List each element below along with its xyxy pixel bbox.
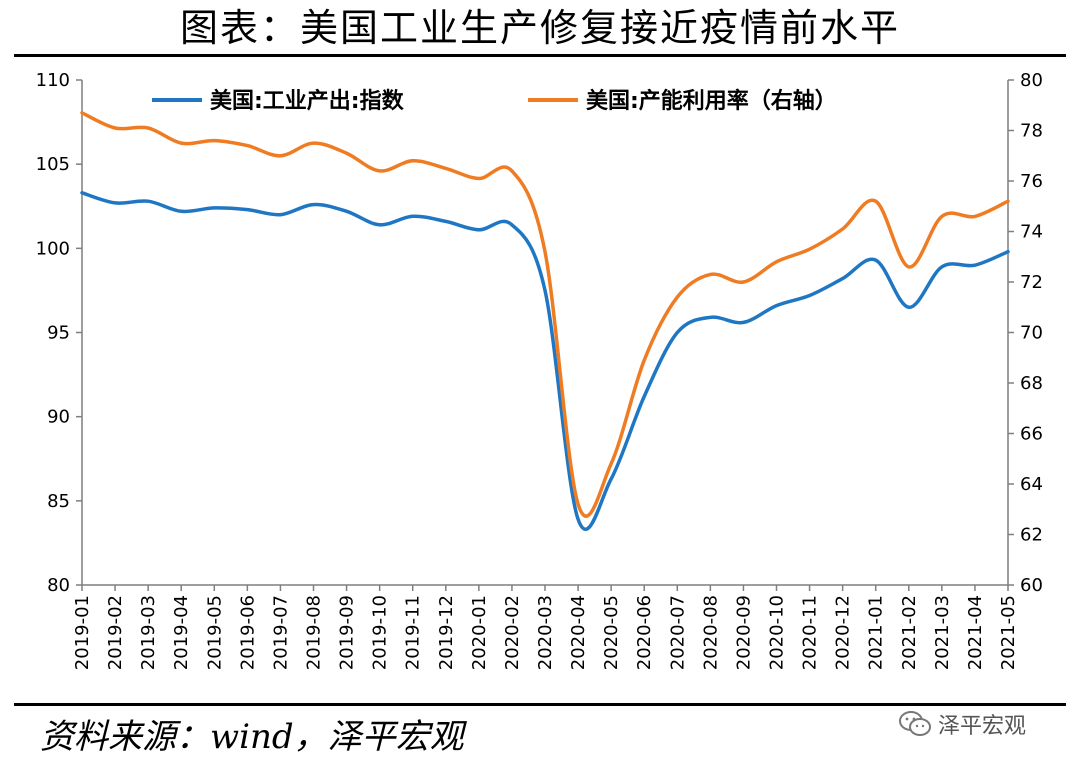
x-tick-label: 2019-12 — [436, 595, 457, 670]
title-rule — [14, 54, 1066, 57]
x-tick-label: 2021-01 — [866, 595, 887, 670]
y-right-tick-label: 80 — [1020, 70, 1043, 91]
y-left-tick-label: 110 — [36, 70, 70, 91]
x-tick-label: 2020-12 — [833, 595, 854, 670]
x-tick-label: 2021-04 — [965, 595, 986, 670]
x-tick-label: 2021-05 — [998, 595, 1019, 670]
x-tick-label: 2020-08 — [700, 595, 721, 670]
x-tick-label: 2020-05 — [601, 595, 622, 670]
x-tick-label: 2019-01 — [72, 595, 93, 670]
legend-label-capacity-utilization: 美国:产能利用率（右轴） — [586, 88, 837, 114]
watermark-text: 泽平宏观 — [938, 714, 1027, 739]
x-tick-label: 2019-09 — [337, 595, 358, 670]
y-right-tick-label: 62 — [1020, 525, 1043, 546]
x-tick-label: 2020-01 — [469, 595, 490, 670]
x-tick-label: 2019-04 — [171, 595, 192, 670]
series-line-capacity-utilization — [80, 111, 1010, 518]
y-left-tick-label: 95 — [47, 323, 70, 344]
x-tick-label: 2020-02 — [502, 595, 523, 670]
y-left-tick-label: 105 — [36, 154, 70, 175]
y-right-tick-label: 66 — [1020, 424, 1043, 445]
chart-title: 图表：美国工业生产修复接近疫情前水平 — [179, 6, 900, 50]
x-tick-label: 2019-08 — [304, 595, 325, 670]
x-tick-label: 2020-06 — [634, 595, 655, 670]
chart-legend: 美国:工业产出:指数 美国:产能利用率（右轴） — [152, 88, 837, 114]
x-tick-label: 2020-03 — [535, 595, 556, 670]
x-tick-label: 2020-07 — [667, 595, 688, 670]
y-left-tick-label: 85 — [47, 491, 70, 512]
x-tick-label: 2019-06 — [237, 595, 258, 670]
x-tick-label: 2020-10 — [767, 595, 788, 670]
wechat-icon — [899, 711, 931, 736]
y-right-tick-label: 64 — [1020, 474, 1043, 495]
y-right-tick-label: 60 — [1020, 575, 1043, 596]
footer-rule — [14, 703, 1066, 706]
x-tick-label: 2019-05 — [204, 595, 225, 670]
legend-label-industrial-output: 美国:工业产出:指数 — [210, 88, 405, 114]
x-tick-label: 2020-09 — [733, 595, 754, 670]
y-right-tick-label: 74 — [1020, 222, 1043, 243]
source-note: 资料来源：wind，泽平宏观 — [40, 717, 464, 757]
chart-series — [80, 111, 1010, 531]
x-tick-label: 2020-04 — [568, 595, 589, 670]
y-left-tick-label: 100 — [36, 238, 70, 259]
y-right-tick-label: 78 — [1020, 121, 1043, 142]
x-tick-label: 2021-03 — [932, 595, 953, 670]
y-left-tick-label: 80 — [47, 575, 70, 596]
x-tick-label: 2020-11 — [800, 595, 821, 670]
chart-axes: 8085909510010511060626466687072747678802… — [36, 70, 1043, 670]
x-tick-label: 2019-02 — [105, 595, 126, 670]
y-right-tick-label: 68 — [1020, 373, 1043, 394]
line-chart: 8085909510010511060626466687072747678802… — [36, 70, 1043, 670]
y-left-tick-label: 90 — [47, 407, 70, 428]
y-right-tick-label: 70 — [1020, 323, 1043, 344]
x-tick-label: 2019-03 — [138, 595, 159, 670]
x-tick-label: 2019-11 — [403, 595, 424, 670]
y-right-tick-label: 72 — [1020, 272, 1043, 293]
y-right-tick-label: 76 — [1020, 171, 1043, 192]
x-tick-label: 2019-10 — [370, 595, 391, 670]
x-tick-label: 2019-07 — [270, 595, 291, 670]
x-tick-label: 2021-02 — [899, 595, 920, 670]
wechat-watermark: 泽平宏观 — [898, 706, 1026, 742]
